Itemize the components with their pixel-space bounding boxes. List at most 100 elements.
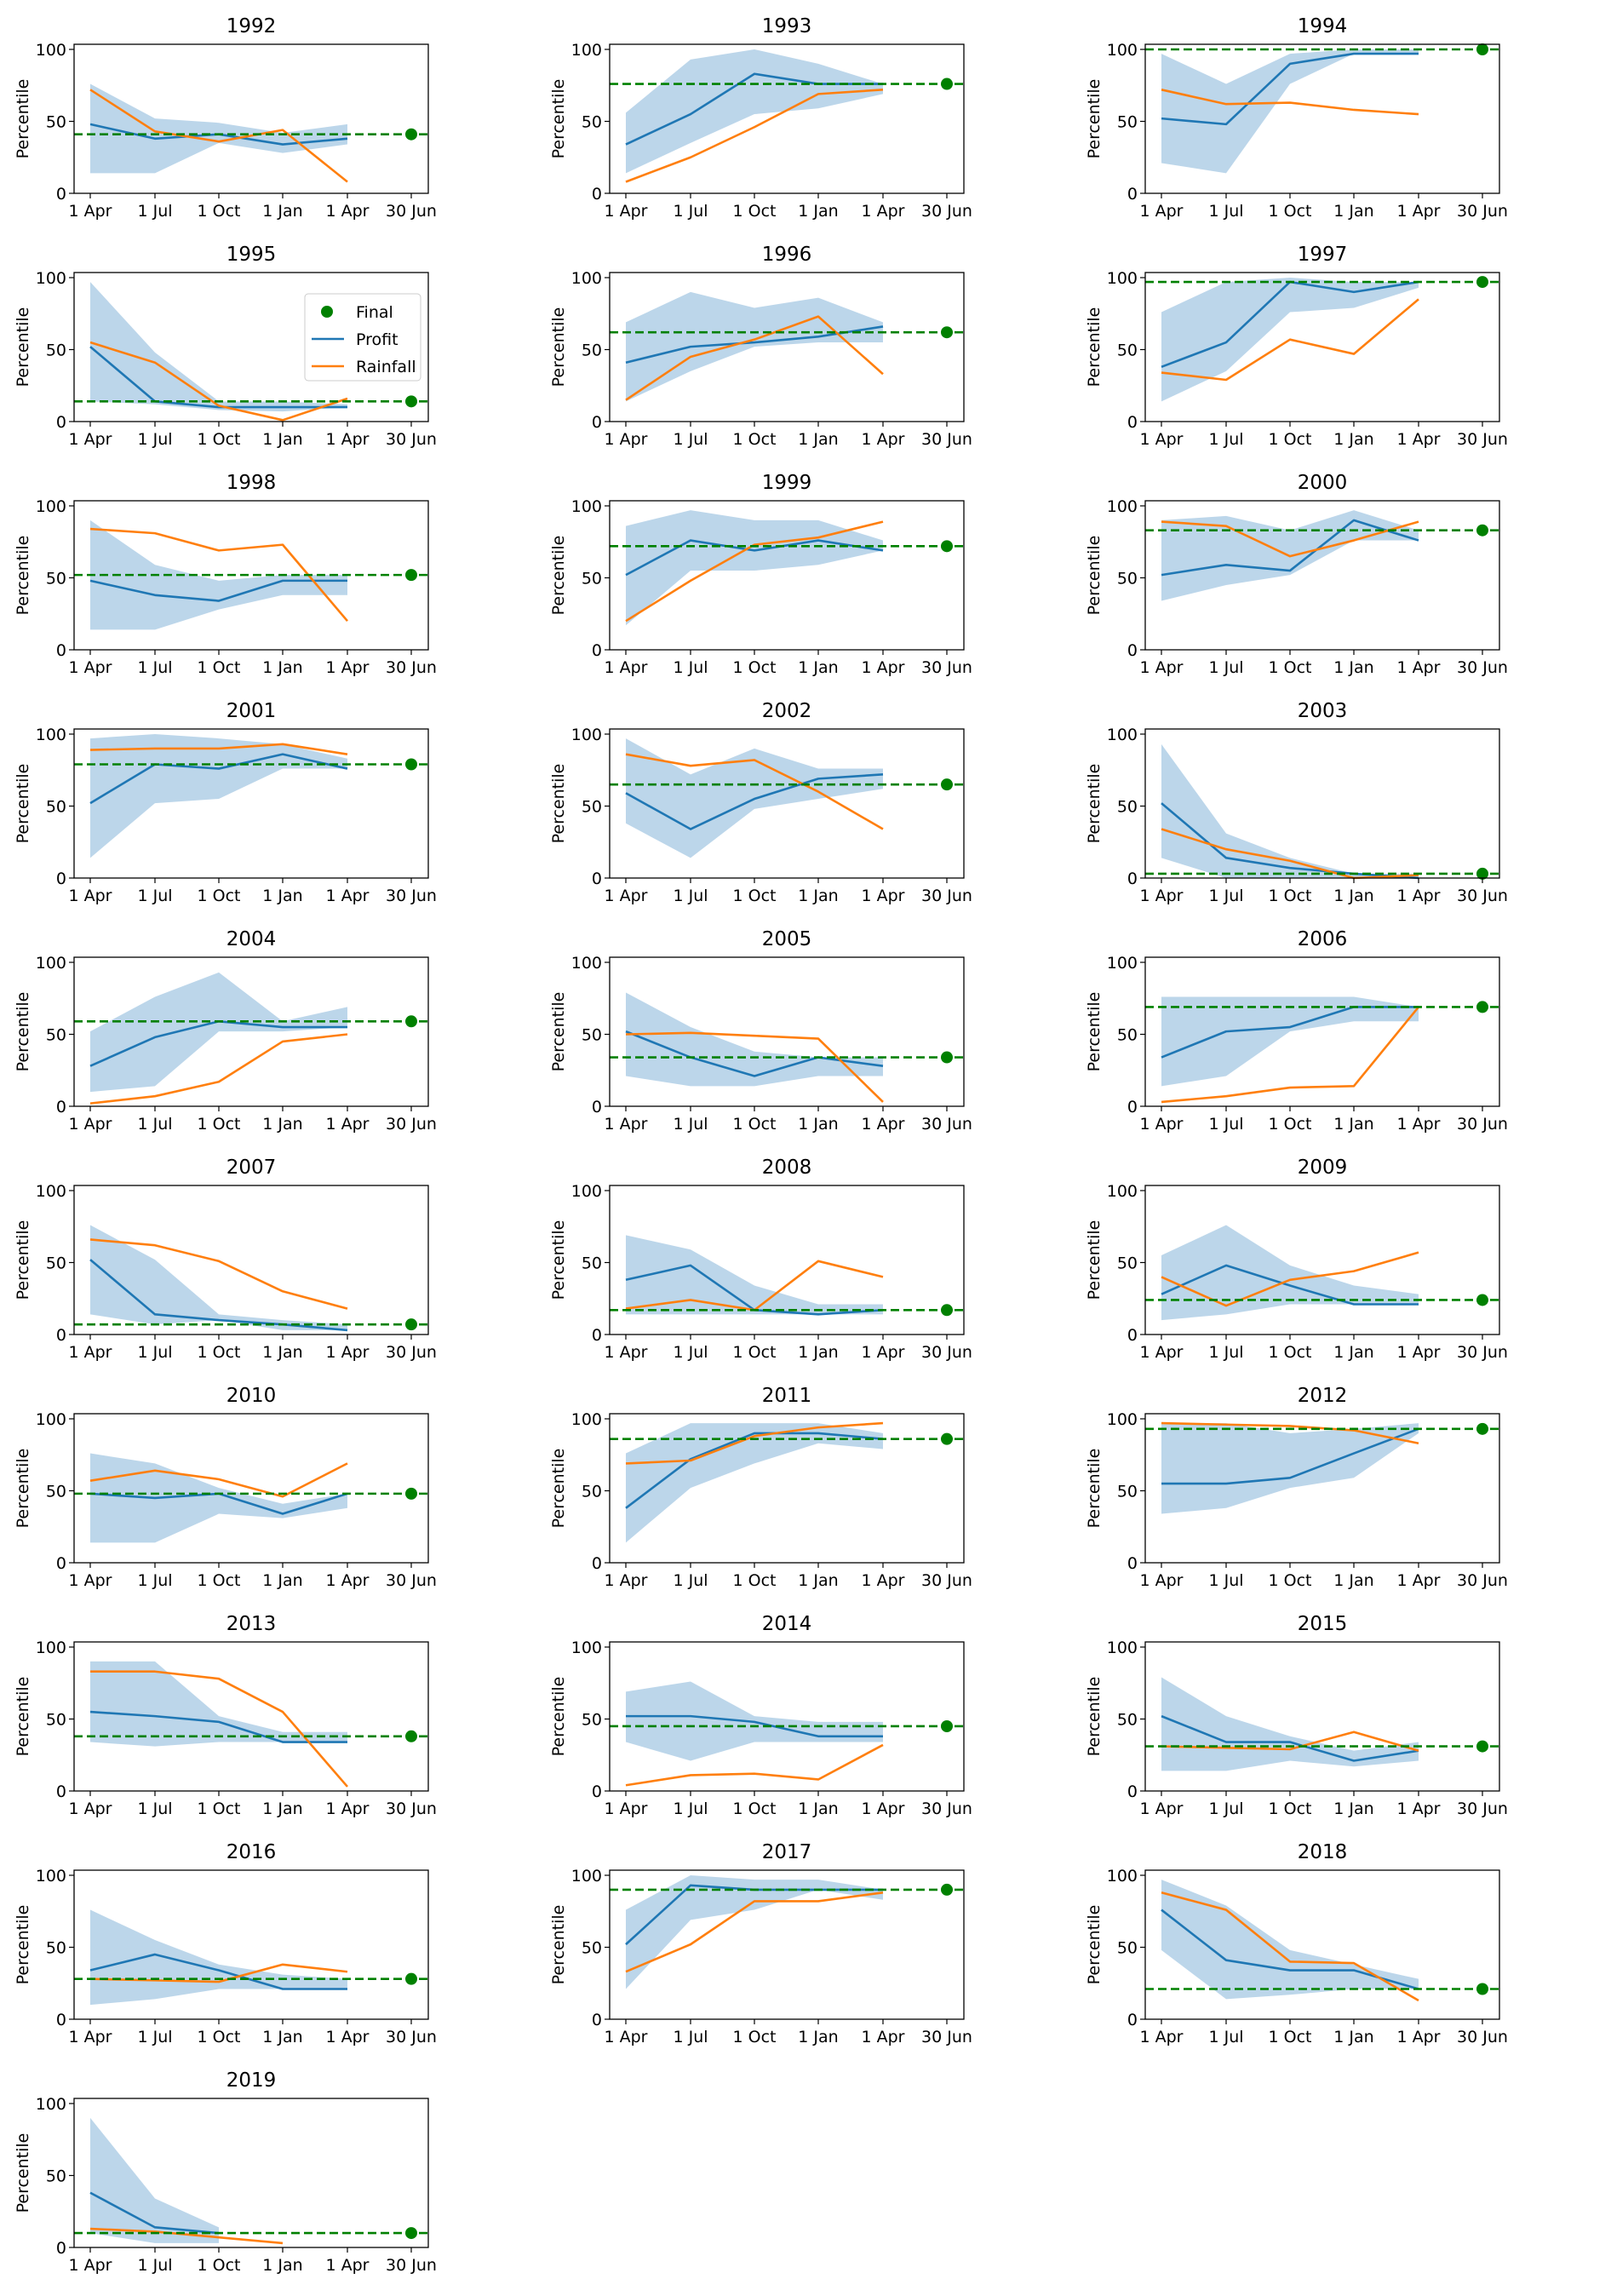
x-tick-label: 1 Oct [198, 1115, 241, 1134]
subplot-title: 1995 [226, 244, 277, 266]
final-marker [405, 1487, 417, 1500]
subplot-title: 1993 [762, 15, 812, 37]
y-tick-label: 100 [571, 1182, 602, 1201]
legend-final-marker-icon [321, 306, 333, 318]
x-tick-label: 1 Apr [1140, 430, 1184, 449]
x-tick-label: 1 Apr [69, 2028, 112, 2046]
y-tick-label: 50 [1117, 1483, 1138, 1501]
subplot-title: 1998 [226, 472, 277, 494]
x-tick-label: 1 Jan [798, 658, 838, 677]
x-tick-label: 1 Apr [1140, 1115, 1184, 1134]
subplot-2010: 2010 0 50 100 Percentile 1 Apr 1 Jul 1 Oct 1 Jan… [14, 1385, 437, 1590]
profit-range-band [626, 1235, 883, 1315]
final-marker [1476, 276, 1488, 289]
y-axis-label: Percentile [1085, 1677, 1104, 1757]
y-axis-label: Percentile [14, 764, 32, 844]
y-tick-label: 50 [582, 1483, 602, 1501]
y-tick-label: 100 [571, 41, 602, 60]
final-marker [941, 778, 953, 791]
x-tick-label: 1 Oct [733, 430, 777, 449]
legend-label-profit: Profit [356, 330, 398, 349]
subplot-title: 2010 [226, 1385, 277, 1407]
x-tick-label: 1 Oct [198, 2028, 241, 2046]
x-tick-label: 1 Jul [673, 202, 708, 221]
x-tick-label: 1 Jan [798, 1799, 838, 1818]
x-tick-label: 1 Apr [69, 2256, 112, 2275]
x-tick-label: 1 Jul [673, 430, 708, 449]
y-tick-label: 100 [571, 954, 602, 973]
subplot-title: 1997 [1298, 244, 1348, 266]
y-axis-label: Percentile [14, 1677, 32, 1757]
y-axis-label: Percentile [14, 2133, 32, 2213]
axes-frame [73, 1869, 429, 2020]
y-axis-label: Percentile [1085, 307, 1104, 387]
y-axis-label: Percentile [549, 1905, 568, 1985]
x-tick-label: 1 Jan [1333, 202, 1373, 221]
y-tick-label: 100 [1107, 497, 1138, 516]
x-tick-label: 1 Apr [69, 658, 112, 677]
x-tick-label: 1 Oct [198, 430, 241, 449]
y-tick-label: 100 [36, 1410, 66, 1429]
subplot-title: 2018 [1298, 1841, 1348, 1863]
x-tick-label: 1 Oct [1269, 202, 1312, 221]
y-tick-label: 100 [1107, 1639, 1138, 1657]
subplot-2007: 2007 0 50 100 Percentile 1 Apr 1 Jul 1 Oct 1 Jan… [14, 1157, 437, 1362]
axes-frame [73, 1641, 429, 1792]
y-tick-label: 50 [46, 798, 66, 817]
x-tick-label: 1 Jul [1208, 887, 1243, 905]
x-tick-label: 1 Apr [326, 1799, 370, 1818]
y-axis-label: Percentile [14, 79, 32, 159]
y-axis-label: Percentile [1085, 1905, 1104, 1985]
final-marker [405, 1318, 417, 1331]
x-tick-label: 1 Apr [605, 202, 648, 221]
x-tick-label: 1 Apr [326, 658, 370, 677]
y-tick-label: 0 [1127, 1326, 1138, 1345]
axes-frame [73, 956, 429, 1107]
y-tick-label: 0 [1127, 1782, 1138, 1801]
subplot-2015: 2015 0 50 100 Percentile 1 Apr 1 Jul 1 Oct 1 Jan… [1085, 1613, 1508, 1818]
y-tick-label: 50 [1117, 1711, 1138, 1730]
final-marker [941, 540, 953, 553]
y-axis-label: Percentile [14, 1449, 32, 1529]
subplot-title: 2006 [1298, 928, 1348, 950]
y-tick-label: 0 [592, 1782, 602, 1801]
profit-range-band [90, 1225, 347, 1330]
y-tick-label: 50 [582, 570, 602, 588]
axes-frame [73, 1185, 429, 1335]
subplot-title: 2016 [226, 1841, 277, 1863]
profit-range-band [90, 2117, 219, 2243]
x-tick-label: 1 Jul [1208, 1115, 1243, 1134]
x-tick-label: 30 Jun [386, 430, 437, 449]
x-tick-label: 1 Jan [1333, 658, 1373, 677]
x-tick-label: 1 Jan [798, 1571, 838, 1590]
x-tick-label: 1 Jul [137, 1571, 172, 1590]
y-axis-label: Percentile [1085, 536, 1104, 616]
x-tick-label: 1 Apr [1397, 202, 1441, 221]
subplot-title: 2007 [226, 1157, 277, 1179]
y-tick-label: 100 [1107, 1182, 1138, 1201]
x-tick-label: 1 Oct [733, 1799, 777, 1818]
subplot-title: 1999 [762, 472, 812, 494]
x-tick-label: 1 Apr [326, 430, 370, 449]
axes-frame [73, 728, 429, 879]
x-tick-label: 1 Jan [262, 887, 302, 905]
subplot-title: 1994 [1298, 15, 1348, 37]
x-tick-label: 1 Oct [198, 658, 241, 677]
y-axis-label: Percentile [1085, 79, 1104, 159]
y-axis-label: Percentile [549, 764, 568, 844]
x-tick-label: 1 Jan [798, 1115, 838, 1134]
x-tick-label: 1 Apr [69, 1799, 112, 1818]
profit-range-band [90, 1909, 347, 2006]
subplot-2004: 2004 0 50 100 Percentile 1 Apr 1 Jul 1 Oct 1 Jan… [14, 928, 437, 1134]
axes-frame [1144, 956, 1500, 1107]
x-tick-label: 1 Jul [1208, 658, 1243, 677]
x-tick-label: 1 Jan [262, 2028, 302, 2046]
final-marker [405, 395, 417, 408]
x-tick-label: 1 Jul [1208, 2028, 1243, 2046]
y-tick-label: 0 [56, 185, 66, 204]
x-tick-label: 1 Oct [733, 887, 777, 905]
y-tick-label: 0 [592, 1326, 602, 1345]
x-tick-label: 1 Apr [605, 658, 648, 677]
profit-range-band [626, 49, 883, 174]
